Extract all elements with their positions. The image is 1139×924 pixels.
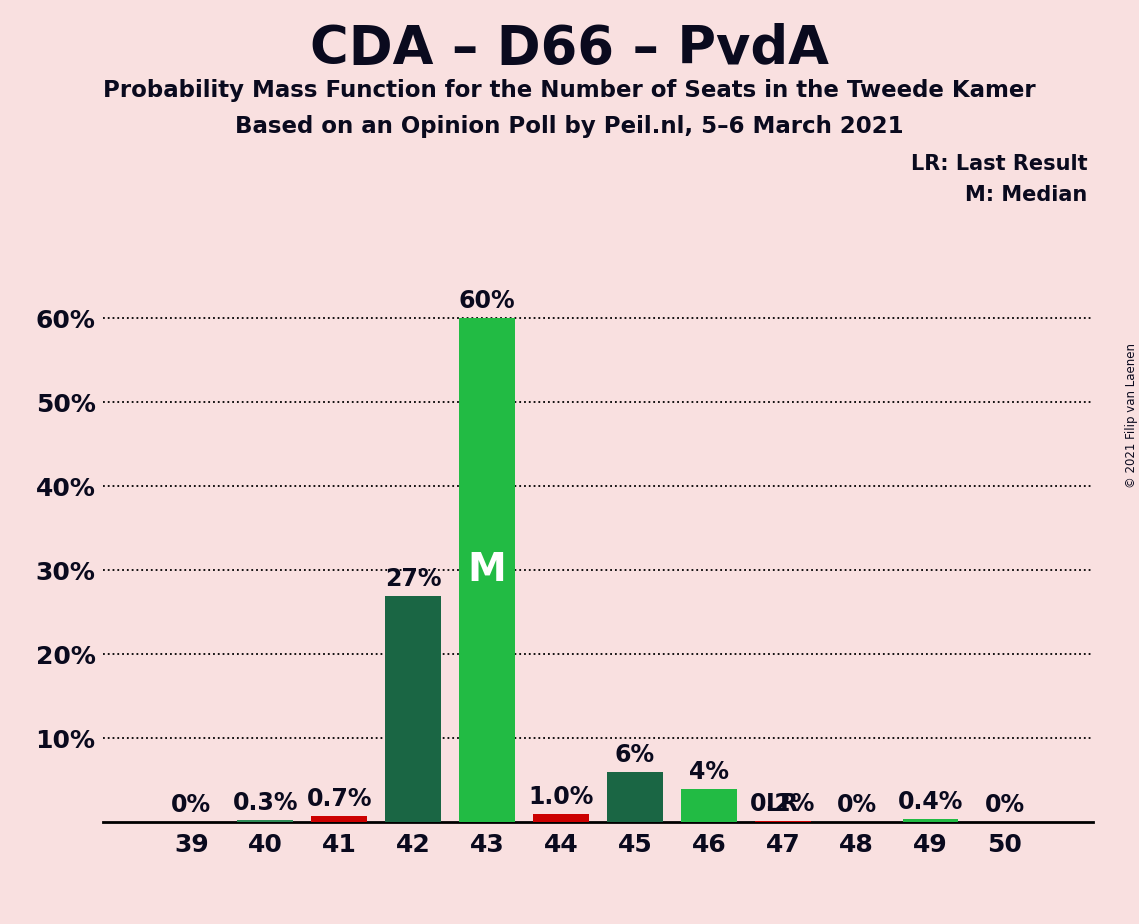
Text: 27%: 27%	[385, 566, 441, 590]
Text: 1.0%: 1.0%	[528, 784, 593, 808]
Text: 0%: 0%	[837, 794, 877, 818]
Text: M: Median: M: Median	[966, 185, 1088, 205]
Text: 0%: 0%	[171, 794, 212, 818]
Text: CDA – D66 – PvdA: CDA – D66 – PvdA	[310, 23, 829, 75]
Text: LR: LR	[767, 792, 800, 816]
Text: 6%: 6%	[615, 743, 655, 767]
Bar	[755, 821, 811, 822]
Bar	[607, 772, 663, 822]
Text: 0.4%: 0.4%	[898, 790, 964, 814]
Text: Probability Mass Function for the Number of Seats in the Tweede Kamer: Probability Mass Function for the Number…	[104, 79, 1035, 102]
Text: LR: Last Result: LR: Last Result	[911, 154, 1088, 175]
Text: M: M	[468, 552, 507, 590]
Text: Based on an Opinion Poll by Peil.nl, 5–6 March 2021: Based on an Opinion Poll by Peil.nl, 5–6…	[235, 116, 904, 139]
Text: 0.7%: 0.7%	[306, 787, 372, 811]
Text: © 2021 Filip van Laenen: © 2021 Filip van Laenen	[1124, 344, 1138, 488]
Bar	[311, 817, 367, 822]
Text: 0%: 0%	[984, 794, 1025, 818]
Bar	[459, 319, 515, 822]
Bar	[385, 596, 441, 822]
Text: 4%: 4%	[689, 760, 729, 784]
Text: 60%: 60%	[459, 289, 515, 313]
Text: 0.3%: 0.3%	[232, 791, 298, 815]
Text: 0.2%: 0.2%	[751, 792, 816, 816]
Bar	[533, 814, 589, 822]
Bar	[237, 820, 293, 822]
Bar	[681, 789, 737, 822]
Bar	[903, 819, 959, 822]
